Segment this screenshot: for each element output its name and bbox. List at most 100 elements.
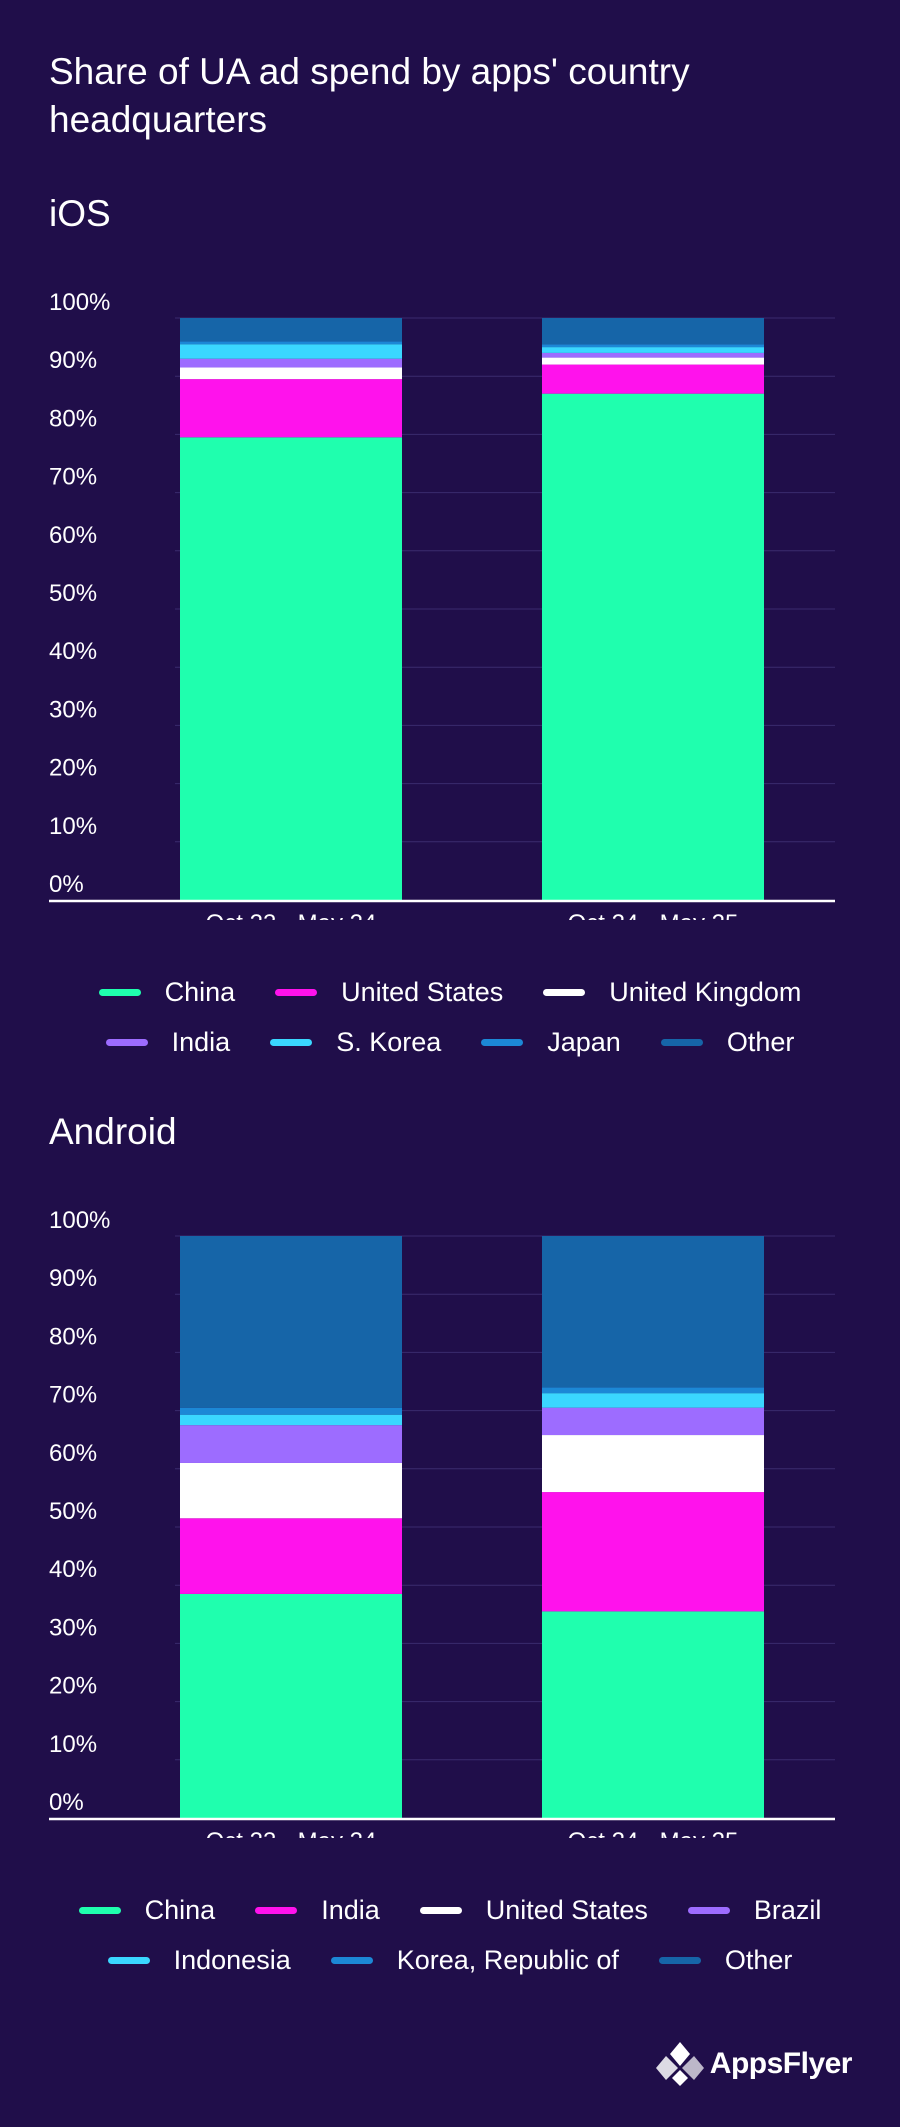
ios-ytick-label: 40% xyxy=(49,638,97,665)
ios-ytick-label: 90% xyxy=(49,347,97,374)
ios-bar-1-japan xyxy=(180,341,402,345)
android-legend-swatch xyxy=(107,1956,150,1964)
ios-bar-2-india xyxy=(542,352,764,358)
android-bar-2-united-states xyxy=(542,1435,764,1493)
android-legend-label: Korea, Republic of xyxy=(396,1944,619,1975)
android-legend-swatch xyxy=(330,1956,373,1964)
android-bar-1-india xyxy=(180,1518,402,1594)
android-ytick-label: 80% xyxy=(49,1323,97,1350)
android-legend-label: Indonesia xyxy=(173,1944,291,1975)
android-bar-2-indonesia xyxy=(542,1393,764,1408)
ios-stacked-bar-chart: 0% 10% 20% 30% 40% 50% 60% 70% 80% 90% 100% Oct 23 … xyxy=(49,289,835,920)
android-ytick-label: 40% xyxy=(49,1556,97,1583)
ios-xtick-label: Oct 24 - May 25 xyxy=(568,910,739,920)
android-ytick-label: 30% xyxy=(49,1614,97,1641)
android-legend-swatch xyxy=(419,1906,462,1914)
android-legend-swatch xyxy=(687,1906,730,1914)
ios-legend-swatch xyxy=(270,1038,313,1046)
ios-bar-1-united-states xyxy=(180,379,402,438)
ios-legend-swatch xyxy=(105,1038,148,1046)
android-legend-label: China xyxy=(144,1894,216,1925)
ios-legend-label: S. Korea xyxy=(336,1026,442,1057)
android-ytick-label: 100% xyxy=(49,1207,110,1234)
appsflyer-logo-text: AppsFlyer xyxy=(709,2047,853,2080)
android-legend-label: Other xyxy=(724,1944,793,1975)
ios-legend-label: China xyxy=(164,976,236,1007)
android-legend-item: Korea, Republic of xyxy=(330,1944,619,1976)
ios-legend-item: Other xyxy=(660,1026,795,1058)
ios-legend-item: India xyxy=(105,1026,231,1058)
android-bar-1-china xyxy=(180,1593,402,1818)
ios-legend-item: United Kingdom xyxy=(543,977,801,1008)
android-legend-item: Brazil xyxy=(687,1894,822,1926)
ios-bar-2-s-korea xyxy=(542,347,764,353)
ios-legend-swatch xyxy=(275,988,318,996)
android-legend-swatch xyxy=(255,1906,298,1914)
appsflyer-logo-icon xyxy=(655,2042,704,2086)
ios-ytick-label: 30% xyxy=(49,696,97,723)
appsflyer-logo: AppsFlyer xyxy=(655,2040,853,2088)
ios-legend-row: China United States United Kingdom xyxy=(98,967,801,1017)
ios-ytick-label: 80% xyxy=(49,405,97,432)
android-ytick-label: 10% xyxy=(49,1731,97,1758)
ios-ytick-label: 70% xyxy=(49,464,97,491)
ios-bar-2-china xyxy=(542,393,764,900)
ios-bar-1-india xyxy=(180,358,402,368)
ios-xtick-label: Oct 23 - May 24 xyxy=(206,910,377,920)
android-bar-2-india xyxy=(542,1492,764,1612)
android-legend-row: China India United States Brazil xyxy=(78,1885,822,1935)
android-ytick-label: 0% xyxy=(49,1789,84,1816)
android-bar-1-brazil xyxy=(180,1425,402,1463)
android-legend-label: Brazil xyxy=(753,1894,822,1925)
android-ytick-label: 50% xyxy=(49,1498,97,1525)
android-bar-1-korea-republic-of xyxy=(180,1407,402,1415)
ios-bar-2-other xyxy=(542,318,764,345)
ios-bar-2-japan xyxy=(542,344,764,348)
ios-legend-label: United States xyxy=(341,976,504,1007)
ios-legend-item: China xyxy=(98,976,236,1008)
ios-bar-1-united-kingdom xyxy=(180,367,402,380)
ios-bar-1-china xyxy=(180,437,402,900)
ios-legend-swatch xyxy=(660,1038,703,1046)
android-legend-row: Indonesia Korea, Republic of Other xyxy=(107,1935,793,1985)
android-xtick-label: Oct 24 - May 25 xyxy=(568,1828,739,1838)
ios-legend: China United States United Kingdom India S. … xyxy=(0,967,900,1067)
ios-legend-swatch xyxy=(98,988,141,996)
ios-ytick-label: 60% xyxy=(49,522,97,549)
ios-legend-swatch xyxy=(481,1038,524,1046)
android-chart-title: Android xyxy=(49,1111,177,1152)
ios-legend-item: Japan xyxy=(481,1027,621,1058)
ios-legend-label: United Kingdom xyxy=(609,976,802,1007)
ios-bar-1-s-korea xyxy=(180,344,402,359)
android-legend: China India United States Brazil Indonesia Ko… xyxy=(0,1885,900,1985)
android-legend-label: United States xyxy=(485,1894,648,1925)
android-ytick-label: 20% xyxy=(49,1673,97,1700)
android-ytick-label: 90% xyxy=(49,1265,97,1292)
android-legend-item: United States xyxy=(419,1894,648,1926)
android-legend-item: India xyxy=(255,1895,380,1926)
ios-ytick-label: 10% xyxy=(49,813,97,840)
ios-legend-item: S. Korea xyxy=(270,1027,441,1058)
android-ytick-label: 60% xyxy=(49,1440,97,1467)
ios-legend-label: Other xyxy=(726,1026,795,1057)
android-stacked-bar-chart: 0% 10% 20% 30% 40% 50% 60% 70% 80% 90% 100% Oct 23 … xyxy=(49,1207,835,1838)
android-bar-2-korea-republic-of xyxy=(542,1387,764,1394)
android-bar-1-other xyxy=(180,1236,402,1408)
ios-legend-label: India xyxy=(171,1026,231,1057)
chart-title: Share of UA ad spend by apps' country he… xyxy=(49,51,690,140)
android-bar-2-other xyxy=(542,1236,764,1388)
ios-ytick-label: 20% xyxy=(49,755,97,782)
android-xtick-label: Oct 23 - May 24 xyxy=(206,1828,377,1838)
ios-legend-item: United States xyxy=(275,977,503,1008)
ios-ytick-label: 50% xyxy=(49,580,97,607)
android-bar-1-united-states xyxy=(180,1462,402,1519)
ios-ytick-label: 100% xyxy=(49,289,110,316)
android-legend-item: Indonesia xyxy=(107,1944,291,1976)
android-legend-swatch xyxy=(78,1906,121,1914)
ios-ytick-label: 0% xyxy=(49,871,84,898)
android-legend-item: Other xyxy=(658,1944,793,1976)
ios-legend-label: Japan xyxy=(547,1026,621,1057)
android-legend-item: China xyxy=(78,1894,216,1926)
ios-legend-row: India S. Korea Japan Other xyxy=(105,1017,795,1067)
android-ytick-label: 70% xyxy=(49,1382,97,1409)
